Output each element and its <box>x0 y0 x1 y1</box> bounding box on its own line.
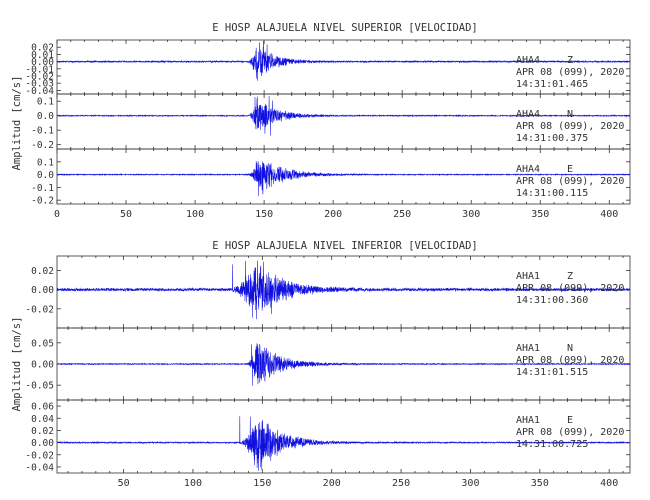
x-tick-label: 150 <box>253 478 271 489</box>
station-label: AHA1 <box>516 271 540 282</box>
date-label: APR 08 (099), 2020 <box>516 176 624 187</box>
station-label: AHA4 <box>516 164 540 175</box>
seismic-trace <box>56 40 631 81</box>
seismic-trace <box>56 96 631 136</box>
component-label: Z <box>567 55 573 66</box>
time-label: 14:31:00.115 <box>516 188 588 199</box>
x-tick-label: 100 <box>184 478 202 489</box>
y-tick-label: -0.02 <box>25 450 54 461</box>
x-tick-label: 200 <box>323 478 341 489</box>
x-tick-label: 150 <box>255 209 273 220</box>
time-label: 14:31:00.375 <box>516 133 588 144</box>
date-label: APR 08 (099), 2020 <box>516 355 624 366</box>
date-label: APR 08 (099), 2020 <box>516 283 624 294</box>
seismic-trace <box>56 416 631 471</box>
x-tick-label: 100 <box>186 209 204 220</box>
y-tick-label: 0.00 <box>31 360 54 371</box>
date-label: APR 08 (099), 2020 <box>516 67 624 78</box>
y-tick-label: 0.1 <box>37 97 54 108</box>
station-label: AHA1 <box>516 415 540 426</box>
y-tick-label: -0.05 <box>25 381 54 392</box>
y-tick-label: 0.04 <box>31 414 54 425</box>
x-tick-label: 350 <box>531 209 549 220</box>
y-tick-label: 0.06 <box>31 402 54 413</box>
y-axis-label-inferior: Amplitud [cm/s] <box>11 317 23 412</box>
y-tick-label: 0.02 <box>31 426 54 437</box>
y-tick-label: 0.0 <box>37 170 54 181</box>
y-tick-label: -0.1 <box>31 126 54 137</box>
component-label: N <box>567 343 573 354</box>
x-tick-label: 0 <box>54 209 60 220</box>
y-tick-label: -0.03 <box>25 79 54 90</box>
seismic-trace <box>56 343 631 386</box>
x-tick-label: 350 <box>531 478 549 489</box>
panel-aha4-z: 0.020.010.00-0.01-0.02-0.03-0.04 AHA4 ZAPR… <box>25 39 631 97</box>
y-tick-label: 0.00 <box>31 438 54 449</box>
y-tick-label: 0.05 <box>31 338 54 349</box>
x-tick-label: 250 <box>392 478 410 489</box>
y-tick-label: 0.01 <box>31 50 54 61</box>
component-label: E <box>567 164 573 175</box>
panel-frame <box>56 399 631 474</box>
y-tick-label: 0.00 <box>31 57 54 68</box>
y-tick-label: -0.2 <box>31 140 54 151</box>
y-tick-label: -0.1 <box>31 183 54 194</box>
x-tick-label: 400 <box>600 478 618 489</box>
chart-title-superior: E HOSP ALAJUELA NIVEL SUPERIOR [VELOCIDA… <box>212 22 478 34</box>
time-label: 14:31:01.515 <box>516 367 588 378</box>
date-label: APR 08 (099), 2020 <box>516 121 624 132</box>
time-label: 14:31:01.465 <box>516 79 588 90</box>
y-tick-label: -0.04 <box>25 86 54 97</box>
x-tick-label: 50 <box>120 209 132 220</box>
time-label: 14:31:00.360 <box>516 295 588 306</box>
x-tick-label: 300 <box>461 478 479 489</box>
x-tick-label: 400 <box>600 209 618 220</box>
y-tick-label: -0.02 <box>25 304 54 315</box>
x-tick-label: 200 <box>324 209 342 220</box>
y-tick-label: 0.02 <box>31 266 54 277</box>
y-tick-label: -0.04 <box>25 462 54 473</box>
y-tick-label: -0.2 <box>31 196 54 207</box>
x-tick-label: 250 <box>393 209 411 220</box>
x-tick-label: 50 <box>118 478 130 489</box>
date-label: APR 08 (099), 2020 <box>516 427 624 438</box>
station-label: AHA4 <box>516 109 540 120</box>
y-axis-label-superior: Amplitud [cm/s] <box>11 76 23 171</box>
y-tick-label: -0.01 <box>25 64 54 75</box>
component-label: N <box>567 109 573 120</box>
seismic-trace <box>56 161 631 196</box>
y-tick-label: 0.00 <box>31 285 54 296</box>
seismic-trace <box>56 260 631 320</box>
component-label: E <box>567 415 573 426</box>
y-tick-label: 0.0 <box>37 111 54 122</box>
component-label: Z <box>567 271 573 282</box>
chart-title-inferior: E HOSP ALAJUELA NIVEL INFERIOR [VELOCIDA… <box>212 240 478 252</box>
y-tick-label: -0.02 <box>25 72 54 83</box>
station-label: AHA4 <box>516 55 540 66</box>
panel-frame <box>56 148 631 205</box>
x-tick-label: 300 <box>462 209 480 220</box>
y-tick-label: 0.02 <box>31 43 54 54</box>
station-label: AHA1 <box>516 343 540 354</box>
time-label: 14:31:00.725 <box>516 439 588 450</box>
y-tick-label: 0.1 <box>37 157 54 168</box>
